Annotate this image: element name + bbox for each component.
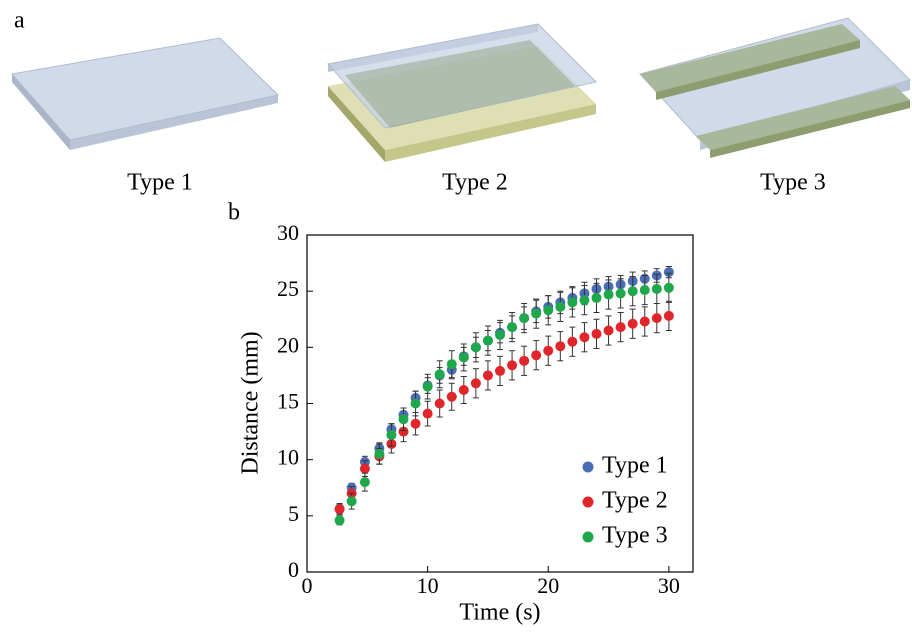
x-tick-label: 10 [417,573,439,598]
data-point [446,359,457,370]
plot-frame [306,234,694,573]
data-point [555,341,566,352]
data-point [507,322,518,333]
data-point [567,336,578,347]
data-point [398,426,409,437]
data-point [663,282,674,293]
data-point [398,414,409,425]
data-point [359,463,370,474]
legend-label: Type 2 [602,488,668,514]
data-point [482,370,493,381]
data-point [346,496,357,507]
data-point [410,398,421,409]
data-point [579,332,590,343]
legend-marker [582,531,594,543]
legend-label: Type 1 [602,453,668,479]
x-axis-label: Time (s) [459,600,540,626]
data-point [567,297,578,308]
panel-label: a [14,8,25,34]
data-point [579,295,590,306]
plate-type-1 [11,37,280,150]
data-point [386,429,397,440]
data-point [603,325,614,336]
data-point [615,288,626,299]
data-point [334,504,345,515]
data-point [470,378,481,389]
data-point [434,398,445,409]
plate-type-2 [327,23,598,162]
panel-label: b [228,200,240,226]
y-tick-label: 10 [277,445,299,470]
data-point [422,408,433,419]
data-point [470,342,481,353]
data-point [663,310,674,321]
data-point [591,292,602,303]
data-point [458,352,469,363]
y-axis-label: Distance (mm) [238,331,264,474]
data-point [531,350,542,361]
data-point [446,391,457,402]
data-point [555,301,566,312]
x-tick-label: 30 [658,573,680,598]
y-tick-label: 0 [288,557,299,582]
y-tick-label: 5 [288,501,299,526]
caption: Type 3 [760,170,826,196]
data-point [639,316,650,327]
data-point [334,515,345,526]
data-point [543,305,554,316]
data-point [359,477,370,488]
data-point [639,285,650,296]
y-tick-label: 30 [277,220,299,245]
data-point [603,289,614,300]
data-point [458,385,469,396]
data-point [531,308,542,319]
x-tick-label: 0 [302,573,313,598]
caption: Type 2 [442,170,508,196]
data-point [482,335,493,346]
data-point [422,381,433,392]
data-point [434,369,445,380]
y-tick-label: 15 [277,389,299,414]
data-point [519,355,530,366]
data-point [663,267,674,278]
data-point [651,283,662,294]
data-point [495,365,505,376]
legend-marker [582,496,594,508]
data-point [627,286,638,297]
data-point [627,318,638,329]
data-point [374,449,385,460]
data-point [519,313,530,324]
data-point [615,322,626,333]
legend-label: Type 3 [602,523,668,549]
legend-marker [582,461,594,473]
data-point [495,329,505,340]
data-point [410,418,421,429]
y-tick-label: 20 [277,332,299,357]
data-point [651,313,662,324]
data-point [543,345,554,356]
y-tick-label: 25 [277,276,299,301]
x-tick-label: 20 [537,573,559,598]
plate-type-3 [639,17,911,158]
caption: Type 1 [127,170,193,196]
data-point [591,328,602,339]
data-point [507,360,518,371]
